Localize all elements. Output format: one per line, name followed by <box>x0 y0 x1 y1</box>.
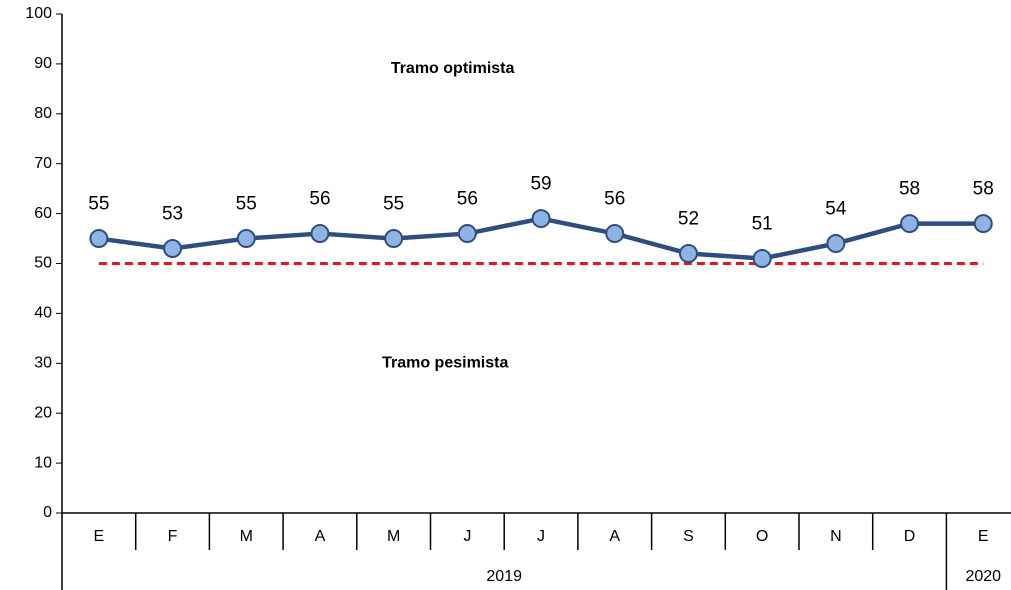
marker <box>236 229 256 249</box>
data-label: 52 <box>678 209 699 230</box>
y-tick-label: 90 <box>34 55 52 72</box>
annotation: Tramo optimista <box>391 60 515 77</box>
x-tick-label: A <box>315 528 326 545</box>
data-label: 55 <box>88 194 109 215</box>
x-tick-label: E <box>978 528 989 545</box>
marker <box>826 234 846 254</box>
data-label: 56 <box>309 189 330 210</box>
marker <box>457 224 477 244</box>
marker <box>384 229 404 249</box>
data-label: 56 <box>604 189 625 210</box>
y-tick-label: 20 <box>34 404 52 421</box>
x-tick-label: J <box>463 528 471 545</box>
y-tick-label: 50 <box>34 255 52 272</box>
x-tick-label: J <box>537 528 545 545</box>
x-tick-label: M <box>240 528 253 545</box>
data-label: 56 <box>457 189 478 210</box>
data-label: 51 <box>752 214 773 235</box>
year-label: 2020 <box>965 568 1001 585</box>
marker <box>973 214 993 234</box>
data-label: 53 <box>162 204 183 225</box>
marker <box>163 239 183 259</box>
y-tick-label: 60 <box>34 205 52 222</box>
data-label: 59 <box>530 174 551 195</box>
y-tick-label: 100 <box>25 5 52 22</box>
y-tick-label: 0 <box>43 504 52 521</box>
x-tick-label: M <box>387 528 400 545</box>
marker <box>900 214 920 234</box>
data-label: 58 <box>973 179 994 200</box>
x-tick-label: S <box>683 528 694 545</box>
data-label: 55 <box>236 194 257 215</box>
marker <box>531 209 551 229</box>
x-tick-label: D <box>904 528 916 545</box>
marker <box>678 244 698 264</box>
x-tick-label: A <box>609 528 620 545</box>
y-tick-label: 40 <box>34 305 52 322</box>
year-label: 2019 <box>486 568 522 585</box>
data-label: 58 <box>899 179 920 200</box>
y-tick-label: 80 <box>34 105 52 122</box>
data-label: 54 <box>825 199 847 220</box>
data-label: 55 <box>383 194 404 215</box>
x-tick-label: F <box>168 528 178 545</box>
marker <box>310 224 330 244</box>
annotation: Tramo pesimista <box>382 355 508 372</box>
y-tick-label: 70 <box>34 155 52 172</box>
y-tick-label: 30 <box>34 355 52 372</box>
y-tick-label: 10 <box>34 454 52 471</box>
marker <box>752 249 772 269</box>
x-tick-label: E <box>94 528 105 545</box>
x-tick-label: O <box>756 528 768 545</box>
marker <box>605 224 625 244</box>
x-tick-label: N <box>830 528 842 545</box>
marker <box>89 229 109 249</box>
